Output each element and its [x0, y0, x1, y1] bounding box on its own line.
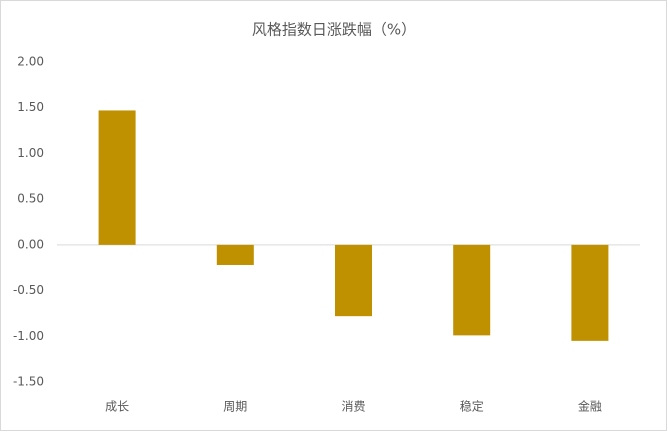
y-tick-label: -1.00	[13, 329, 44, 343]
bar	[335, 244, 372, 317]
bar	[453, 244, 491, 336]
x-tick-label: 消费	[341, 400, 365, 414]
bar	[571, 244, 609, 341]
bar	[98, 110, 136, 245]
y-tick-label: 1.00	[17, 146, 44, 160]
y-tick-label: 2.00	[17, 55, 44, 69]
x-tick-label: 稳定	[460, 399, 484, 414]
y-tick-label: 1.50	[17, 100, 44, 114]
chart-title: 风格指数日涨跌幅（%）	[252, 21, 416, 39]
y-tick-label: -1.50	[13, 375, 44, 389]
x-tick-label: 成长	[105, 400, 129, 414]
x-tick-label: 金融	[578, 399, 602, 414]
bar	[216, 244, 254, 265]
x-tick-label: 周期	[223, 400, 247, 414]
y-tick-label: 0.50	[17, 192, 44, 206]
y-tick-label: -0.50	[13, 283, 44, 297]
y-tick-label: 0.00	[17, 237, 44, 251]
